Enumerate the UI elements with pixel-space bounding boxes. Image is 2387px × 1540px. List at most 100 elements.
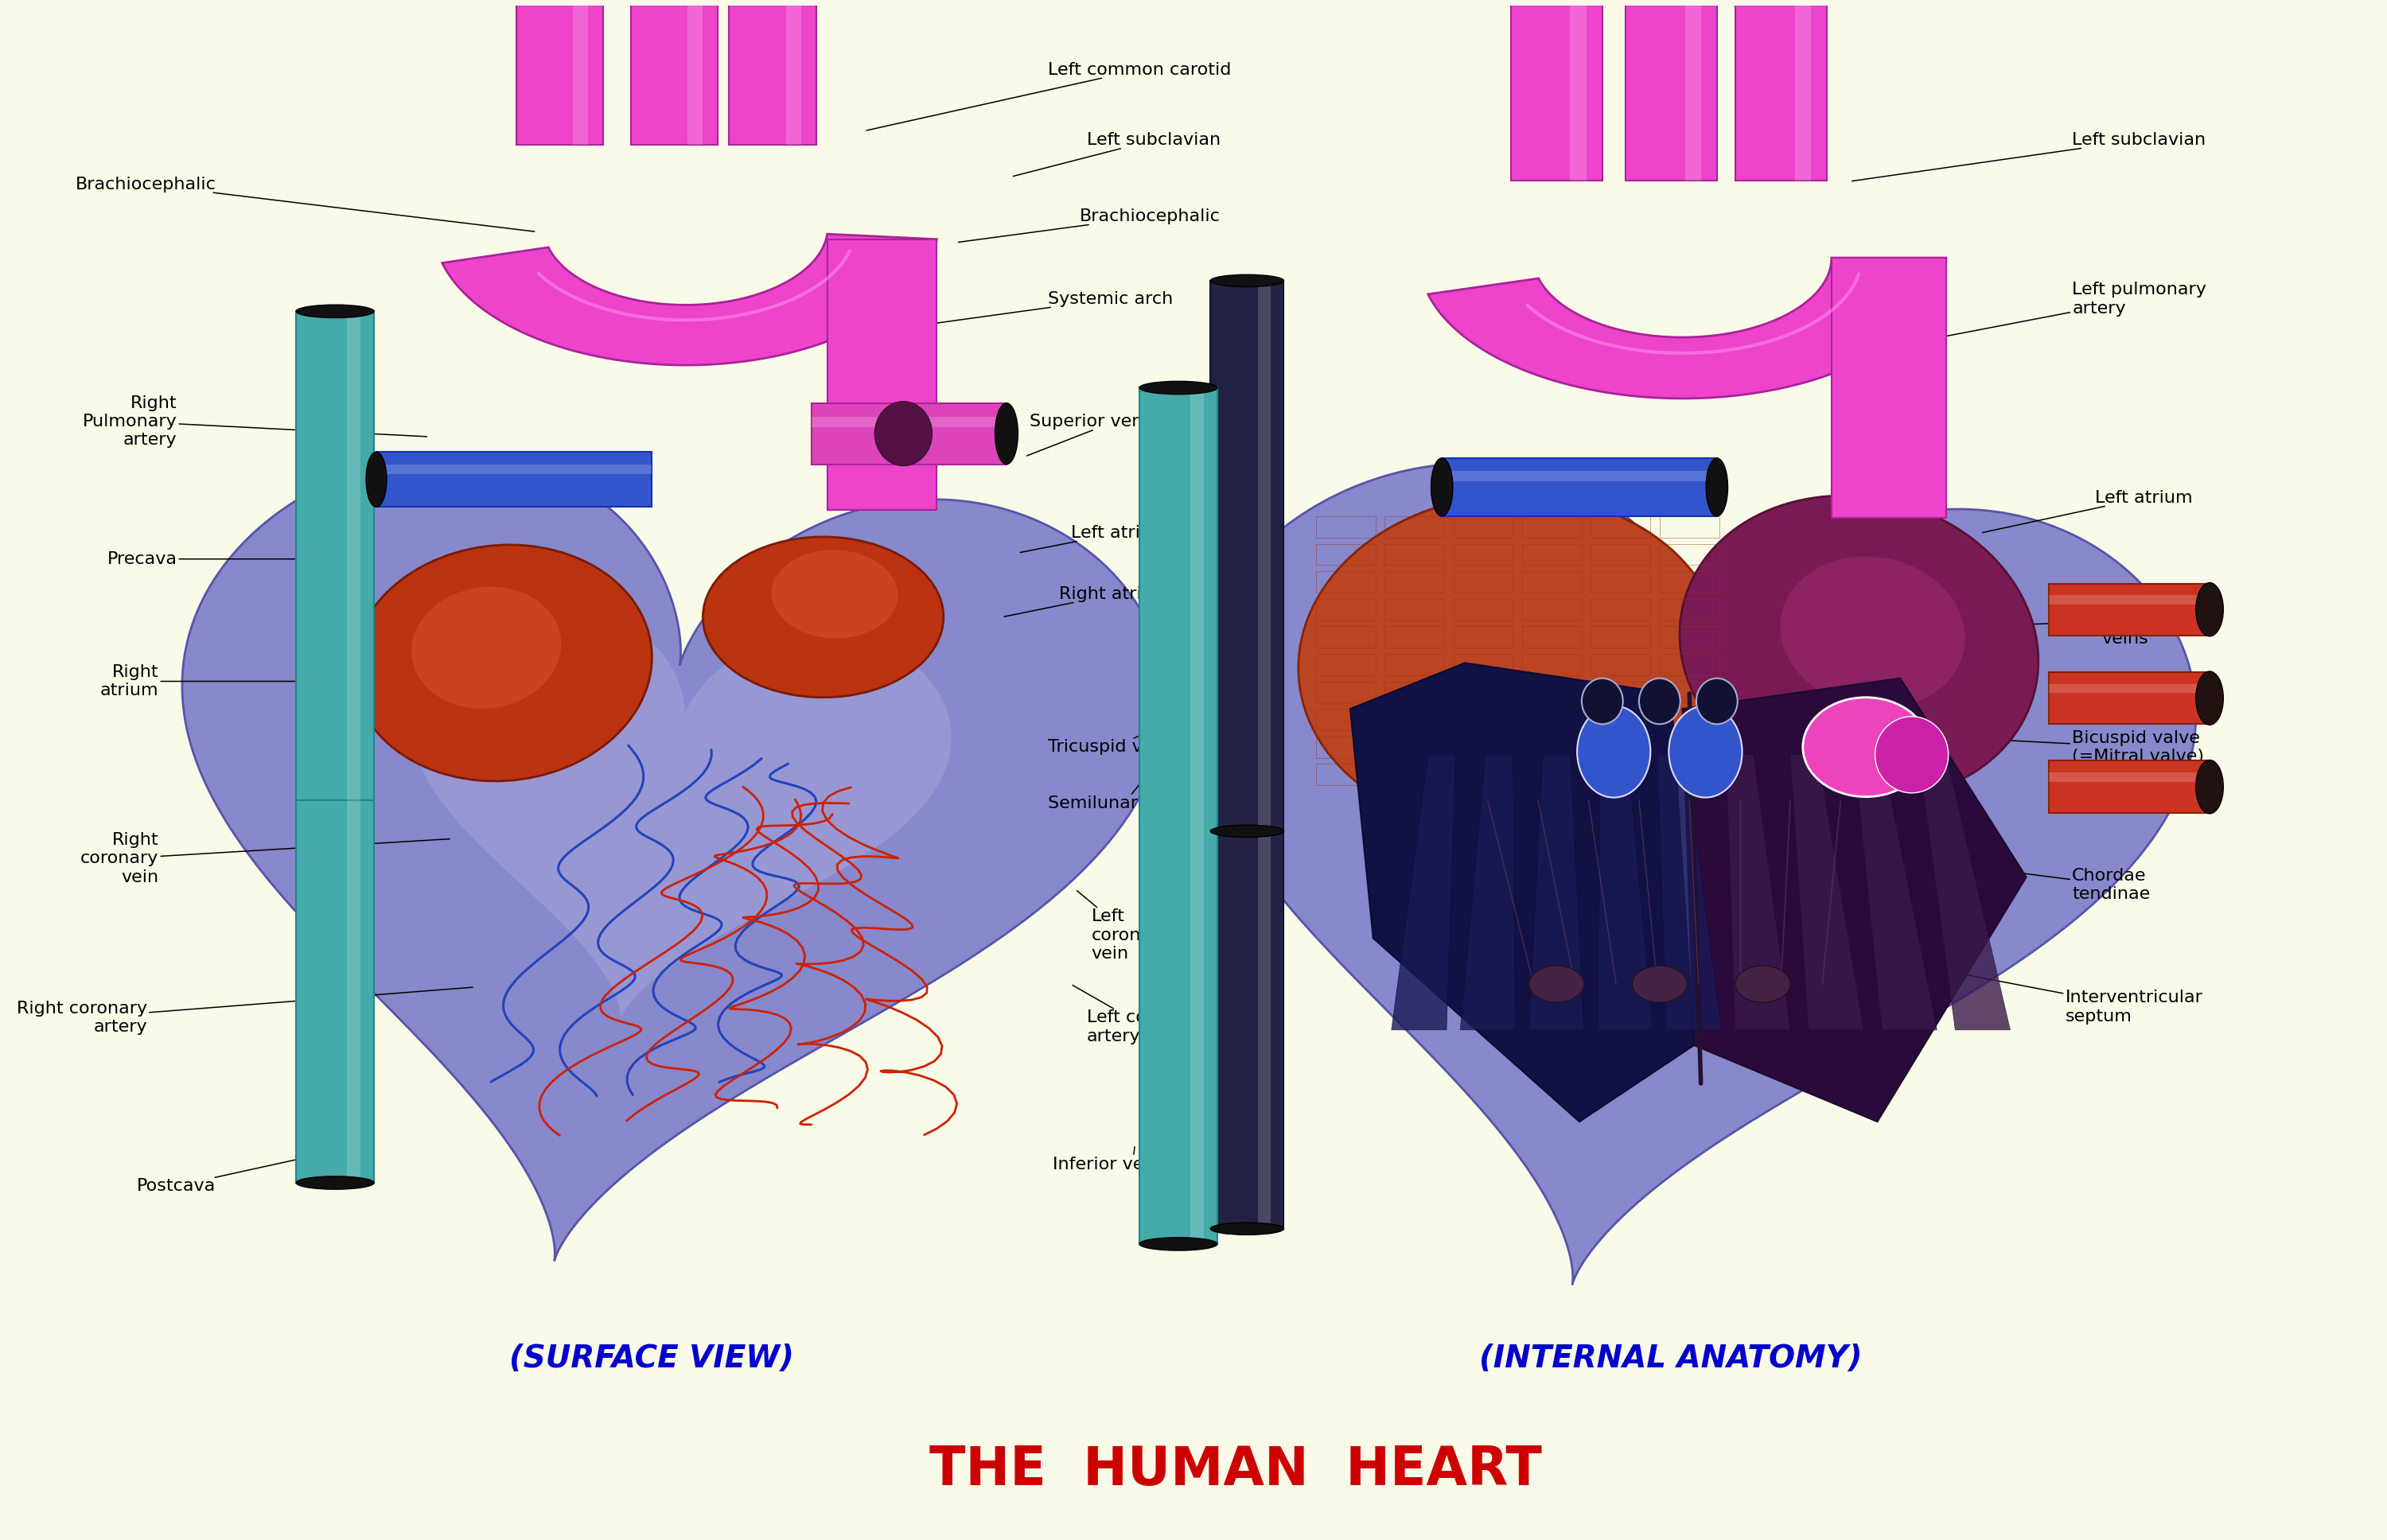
Text: Left pulmonary
artery: Left pulmonary artery [1902, 282, 2206, 345]
Bar [1454, 708, 1513, 730]
Bar [1590, 681, 1649, 702]
Ellipse shape [296, 1177, 375, 1189]
Text: Right atrium: Right atrium [1005, 587, 1170, 616]
Text: Systemic arch: Systemic arch [936, 291, 1172, 323]
Text: Semilunar valves: Semilunar valves [1048, 775, 1201, 812]
Bar [1659, 736, 1719, 758]
Bar [2048, 584, 2210, 636]
Bar [1523, 599, 1583, 621]
Bar [1384, 599, 1444, 621]
Bar [1523, 627, 1583, 648]
Bar [2048, 773, 2210, 782]
Text: Interventricular
septum: Interventricular septum [1953, 972, 2203, 1024]
Ellipse shape [1583, 678, 1623, 724]
Text: Left atrium: Left atrium [1984, 490, 2194, 533]
Ellipse shape [771, 550, 898, 639]
Bar [1384, 708, 1444, 730]
Bar [1442, 471, 1716, 482]
Polygon shape [1461, 755, 1516, 1030]
Text: Left coronary
artery: Left coronary artery [1072, 986, 1203, 1044]
Bar [1384, 736, 1444, 758]
Bar [1523, 708, 1583, 730]
Bar [1315, 736, 1375, 758]
Bar [1315, 627, 1375, 648]
Bar [346, 311, 360, 801]
Bar [1454, 736, 1513, 758]
Bar [1590, 654, 1649, 675]
Bar [377, 451, 652, 507]
Ellipse shape [1802, 698, 1929, 796]
Text: Left subclavian: Left subclavian [1012, 132, 1220, 176]
Ellipse shape [365, 451, 387, 507]
Bar [1384, 516, 1444, 537]
Ellipse shape [1697, 678, 1738, 724]
Ellipse shape [411, 587, 561, 708]
Bar [1454, 764, 1513, 785]
Bar [1454, 516, 1513, 537]
Text: Right coronary
artery: Right coronary artery [17, 987, 473, 1035]
Bar [1315, 571, 1375, 593]
Ellipse shape [2201, 671, 2220, 724]
Ellipse shape [1210, 274, 1284, 286]
Polygon shape [828, 239, 936, 510]
Bar [1523, 544, 1583, 565]
Ellipse shape [1707, 457, 1728, 516]
Bar [2048, 594, 2210, 604]
Bar [1315, 681, 1375, 702]
Polygon shape [1194, 464, 2196, 1284]
Polygon shape [1831, 257, 1945, 517]
Bar [1659, 681, 1719, 702]
Ellipse shape [1210, 1223, 1284, 1235]
Polygon shape [411, 608, 952, 1019]
Bar [377, 465, 652, 474]
Bar [1511, 0, 1602, 180]
Polygon shape [1392, 755, 1456, 1030]
Bar [1442, 457, 1716, 516]
Bar [1590, 708, 1649, 730]
Bar [1659, 654, 1719, 675]
Bar [2048, 671, 2210, 724]
Bar [1384, 571, 1444, 593]
Text: Precava: Precava [107, 551, 334, 567]
Bar [812, 403, 1007, 464]
Ellipse shape [1669, 705, 1743, 798]
Text: Brachiocephalic: Brachiocephalic [957, 208, 1220, 242]
Ellipse shape [353, 545, 652, 781]
Bar [1685, 0, 1702, 180]
Ellipse shape [1640, 678, 1680, 724]
Bar [1523, 654, 1583, 675]
Bar [1659, 764, 1719, 785]
Bar [346, 801, 360, 1183]
Bar [1659, 544, 1719, 565]
Circle shape [1735, 966, 1790, 1003]
Bar [1735, 0, 1826, 180]
Ellipse shape [2196, 671, 2222, 725]
Ellipse shape [2196, 761, 2222, 813]
Text: Bicuspid valve
(=Mitral valve): Bicuspid valve (=Mitral valve) [1988, 730, 2203, 764]
Bar [1384, 764, 1444, 785]
Text: Left subclavian: Left subclavian [1852, 132, 2206, 182]
Bar [1590, 544, 1649, 565]
Bar [812, 417, 1007, 428]
Text: Tricuspid valve: Tricuspid valve [1048, 733, 1179, 755]
Polygon shape [1790, 755, 1864, 1030]
Bar [1590, 599, 1649, 621]
Bar [1315, 764, 1375, 785]
Ellipse shape [1299, 494, 1723, 832]
Bar [1659, 516, 1719, 537]
Text: Right
atrium: Right atrium [100, 664, 444, 699]
Bar [1315, 654, 1375, 675]
Polygon shape [1683, 678, 2027, 1121]
Bar [1384, 681, 1444, 702]
Bar [1590, 627, 1649, 648]
Bar [1659, 708, 1719, 730]
Polygon shape [442, 234, 936, 365]
Text: (SURFACE VIEW): (SURFACE VIEW) [508, 1343, 795, 1374]
Polygon shape [1530, 755, 1585, 1030]
Polygon shape [181, 454, 1165, 1260]
Ellipse shape [702, 537, 943, 698]
Bar [1523, 736, 1583, 758]
Ellipse shape [995, 403, 1017, 464]
Ellipse shape [1680, 496, 2038, 799]
Bar [296, 801, 375, 1183]
